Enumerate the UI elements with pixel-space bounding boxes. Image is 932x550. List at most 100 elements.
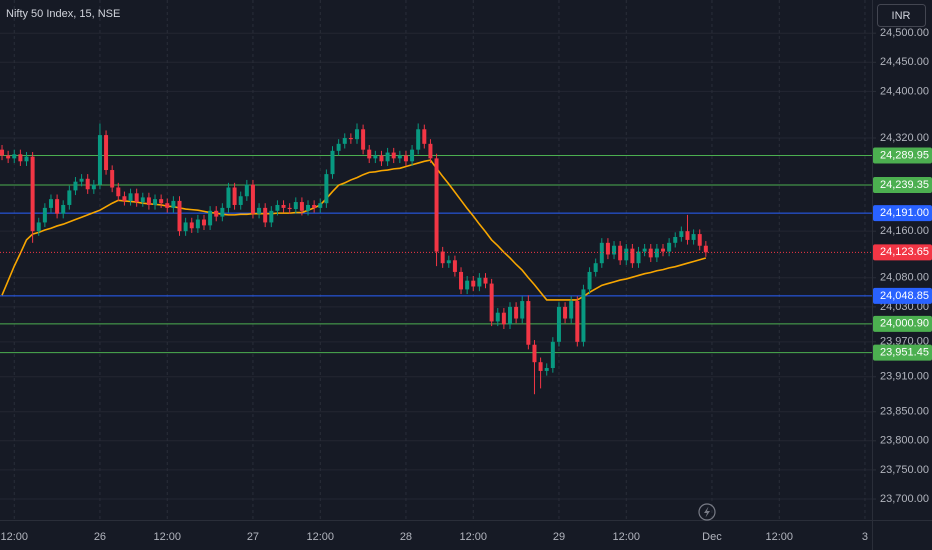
icon-circle[interactable] xyxy=(698,503,716,521)
candle-body xyxy=(483,277,488,284)
candle-body xyxy=(91,184,96,190)
candle-body xyxy=(514,306,519,319)
candle-body xyxy=(324,174,329,204)
y-tick-label: 24,320.00 xyxy=(880,132,929,144)
candle-body xyxy=(97,135,102,185)
candle-body xyxy=(36,222,41,232)
candle-body xyxy=(587,271,592,290)
candle-body xyxy=(122,196,127,201)
y-tick-label: 23,800.00 xyxy=(880,435,929,447)
candle-body xyxy=(128,193,133,201)
candle-body xyxy=(159,199,164,204)
x-tick-label: Dec xyxy=(702,531,722,543)
x-tick-label: 12:00 xyxy=(460,531,488,543)
candle-body xyxy=(306,204,311,211)
candle-body xyxy=(73,181,78,191)
candle-body xyxy=(318,203,323,208)
candle-body xyxy=(257,207,262,214)
x-tick-label: 12:00 xyxy=(613,531,641,543)
candle-body xyxy=(183,222,188,232)
candle-body xyxy=(299,202,304,211)
candle-body xyxy=(685,231,690,240)
candle-body xyxy=(48,199,53,208)
candle-body xyxy=(312,204,317,208)
candle-body xyxy=(24,156,29,162)
currency-button[interactable] xyxy=(877,4,926,27)
candle-body xyxy=(348,138,353,140)
candle-body xyxy=(140,197,145,203)
candle-body xyxy=(67,190,72,205)
candle-body xyxy=(55,199,60,214)
candle-body xyxy=(177,200,182,232)
candle-body xyxy=(477,277,482,287)
candle-body xyxy=(336,143,341,151)
candle-body xyxy=(6,155,11,159)
candle-body xyxy=(134,193,139,203)
last-price-label: 24,123.65 xyxy=(880,246,929,258)
candle-body xyxy=(403,155,408,162)
candle-body xyxy=(636,251,641,264)
candle-body xyxy=(0,149,5,156)
candle-body xyxy=(465,280,470,290)
level-label: 23,951.45 xyxy=(880,347,929,359)
y-tick-label: 23,750.00 xyxy=(880,464,929,476)
candle-body xyxy=(520,301,525,319)
level-label-box xyxy=(873,315,932,332)
candle-body xyxy=(410,149,415,162)
replay-icon[interactable] xyxy=(698,503,716,521)
candle-body xyxy=(703,245,708,253)
level-label: 24,048.85 xyxy=(880,290,929,302)
candle-body xyxy=(250,184,255,214)
chart-title: Nifty 50 Index, 15, NSE xyxy=(6,8,120,20)
candle-body xyxy=(146,197,151,205)
candle-body xyxy=(263,207,268,223)
candle-body xyxy=(30,156,35,232)
candle-body xyxy=(593,263,598,272)
currency-label[interactable]: INR xyxy=(892,10,911,22)
x-tick-label: 28 xyxy=(400,531,412,543)
x-tick-label: 29 xyxy=(553,531,565,543)
level-label-box xyxy=(873,205,932,222)
candle-body xyxy=(397,155,402,159)
y-tick-label: 23,850.00 xyxy=(880,406,929,418)
y-tick-label: 24,160.00 xyxy=(880,225,929,237)
candle-body xyxy=(660,248,665,252)
candle-body xyxy=(452,260,457,272)
candle-body xyxy=(354,129,359,140)
candle-body xyxy=(667,242,672,252)
candle-body xyxy=(434,158,439,252)
candle-body xyxy=(507,306,512,325)
x-tick-label: 26 xyxy=(94,531,106,543)
candle-body xyxy=(220,207,225,217)
x-tick-label: 27 xyxy=(247,531,259,543)
level-label-box xyxy=(873,176,932,193)
candle-body xyxy=(275,204,280,211)
candle-body xyxy=(495,312,500,322)
candle-body xyxy=(214,210,219,217)
candle-body xyxy=(673,236,678,243)
candle-body xyxy=(61,204,66,214)
level-label: 24,191.00 xyxy=(880,207,929,219)
candle-body xyxy=(428,143,433,159)
axes: 24,500.00 24,450.00 24,400.00 24,320.00 24,1… xyxy=(0,27,932,543)
candle-body xyxy=(581,289,586,342)
ema-line xyxy=(1,159,707,301)
level-label-box xyxy=(873,147,932,164)
candle-body xyxy=(85,178,90,190)
x-tick-label: 12:00 xyxy=(766,531,794,543)
candle-body xyxy=(42,207,47,223)
last-price-box xyxy=(873,244,932,261)
candle-body xyxy=(563,306,568,319)
y-tick-label: 24,450.00 xyxy=(880,56,929,68)
level-label: 24,239.35 xyxy=(880,179,929,191)
candle-body xyxy=(550,341,555,369)
candle-body xyxy=(544,368,549,371)
x-tick-label: 12:00 xyxy=(307,531,335,543)
candle-body xyxy=(361,129,366,150)
y-tick-label: 24,400.00 xyxy=(880,85,929,97)
candle-body xyxy=(648,248,653,258)
candle-body xyxy=(642,248,647,252)
candle-body xyxy=(208,210,213,226)
icon-bolt[interactable] xyxy=(704,506,710,518)
